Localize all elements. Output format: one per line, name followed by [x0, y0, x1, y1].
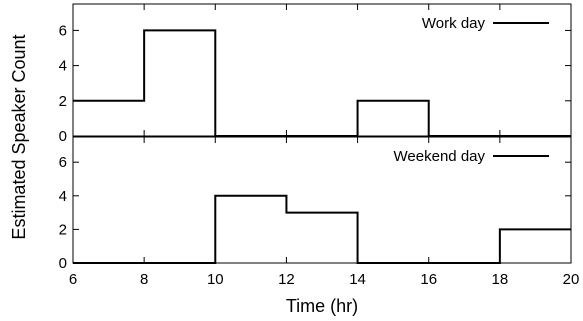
- y-tick-label: 0: [59, 255, 67, 272]
- x-tick-label: 20: [563, 271, 580, 288]
- y-tick-label: 2: [59, 93, 67, 110]
- y-tick-label: 2: [59, 221, 67, 238]
- y-tick-label: 0: [59, 128, 67, 145]
- panel-2: 0 2 4 6 6 8 10 12 14 16 18 20 Weekend day: [59, 136, 580, 288]
- chart-panels: 0 2 4 6 Work day 0 2 4 6 6 8 10 12 14 16 18 20 Weekend da…: [59, 3, 580, 288]
- x-tick-label: 14: [349, 271, 366, 288]
- x-tick-label: 12: [278, 271, 295, 288]
- x-tick-label: 8: [140, 271, 148, 288]
- series-line-1: [73, 194, 571, 264]
- x-tick-label: 18: [492, 271, 509, 288]
- panel-1: 0 2 4 6 Work day: [59, 3, 572, 145]
- series-line-1: [73, 29, 571, 137]
- legend-label: Work day: [422, 15, 486, 32]
- y-tick-label: 4: [59, 188, 67, 205]
- x-axis-title: Time (hr): [286, 296, 358, 316]
- x-tick-label: 6: [69, 271, 77, 288]
- legend-label: Weekend day: [394, 148, 486, 165]
- y-axis-title: Estimated Speaker Count: [9, 34, 29, 239]
- x-tick-label: 16: [420, 271, 437, 288]
- x-tick-label: 10: [207, 271, 224, 288]
- y-tick-label: 4: [59, 58, 67, 75]
- y-tick-label: 6: [59, 22, 67, 39]
- plot-frame: [72, 136, 572, 264]
- y-tick-label: 6: [59, 154, 67, 171]
